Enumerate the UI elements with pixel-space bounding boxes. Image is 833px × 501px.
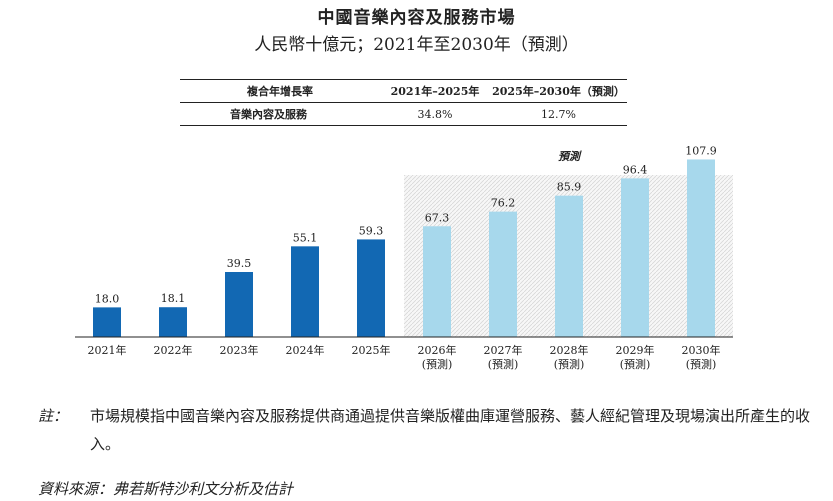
footnote-text: 市場規模指中國音樂內容及服務提供商通過提供音樂版權曲庫運營服務、藝人經紀管理及現… [90, 407, 811, 453]
data-label: 85.9 [557, 181, 582, 194]
x-tick-label: 2024年 [286, 343, 325, 357]
table-top-rule [180, 79, 627, 80]
x-tick-sublabel: (預測) [686, 357, 717, 371]
table-bottom-rule [180, 125, 627, 126]
x-tick-label: 2026年 [418, 343, 457, 357]
cagr-header-period-2: 2025年–2030年（預測） [490, 80, 627, 103]
bar-2026年 [423, 226, 451, 337]
footnote-label: 註： [38, 407, 69, 425]
cagr-value-2: 12.7% [541, 107, 576, 121]
bar-2025年 [357, 239, 385, 337]
cagr-header-row: 複合年增長率 2021年–2025年 2025年–2030年（預測） [180, 80, 627, 103]
x-tick-label: 2030年 [682, 343, 721, 357]
forecast-label: 預測 [558, 150, 582, 163]
data-label: 55.1 [293, 231, 318, 244]
x-tick-sublabel: (預測) [422, 357, 453, 371]
data-label: 39.5 [227, 257, 252, 270]
chart-title: 中國音樂內容及服務市場 [317, 8, 516, 28]
data-label: 107.9 [685, 144, 717, 157]
bar-2030年 [687, 159, 715, 337]
x-tick-sublabel: (預測) [488, 357, 519, 371]
chart-subtitle: 人民幣十億元；2021年至2030年（預測） [254, 35, 579, 55]
bar-chart: 預測 18.0 2021年 18.1 2022年 39.5 2023年 55.1 2024年 59… [75, 144, 733, 371]
x-tick-label: 2021年 [88, 343, 127, 357]
bar-2021年 [93, 307, 121, 337]
x-tick-label: 2022年 [154, 343, 193, 357]
data-label: 18.0 [95, 292, 120, 305]
data-label: 76.2 [491, 197, 516, 210]
bar-2028年 [555, 195, 583, 337]
x-tick-sublabel: (預測) [620, 357, 651, 371]
x-tick-sublabel: (預測) [554, 357, 585, 371]
cagr-header-label: 複合年增長率 [180, 80, 380, 103]
cagr-table: 複合年增長率 2021年–2025年 2025年–2030年（預測） 音樂內容及… [180, 80, 627, 125]
data-label: 59.3 [359, 224, 384, 237]
cagr-row: 音樂內容及服務 34.8% 12.7% [180, 103, 627, 126]
bar-2023年 [225, 272, 253, 337]
cagr-header-period-1: 2021年–2025年 [380, 80, 490, 103]
bar-2029年 [621, 178, 649, 337]
x-tick-label: 2023年 [220, 343, 259, 357]
bar-2022年 [159, 307, 187, 337]
bar-2024年 [291, 246, 319, 337]
data-label: 67.3 [425, 211, 450, 224]
x-tick-label: 2025年 [352, 343, 391, 357]
cagr-row-label: 音樂內容及服務 [230, 108, 307, 121]
data-label: 96.4 [623, 163, 648, 176]
x-tick-label: 2027年 [484, 343, 523, 357]
source-note: 資料來源：弗若斯特沙利文分析及估計 [38, 480, 294, 498]
bar-2027年 [489, 211, 517, 337]
x-tick-label: 2028年 [550, 343, 589, 357]
data-label: 18.1 [161, 292, 186, 305]
x-tick-label: 2029年 [616, 343, 655, 357]
cagr-value-1: 34.8% [417, 107, 453, 121]
